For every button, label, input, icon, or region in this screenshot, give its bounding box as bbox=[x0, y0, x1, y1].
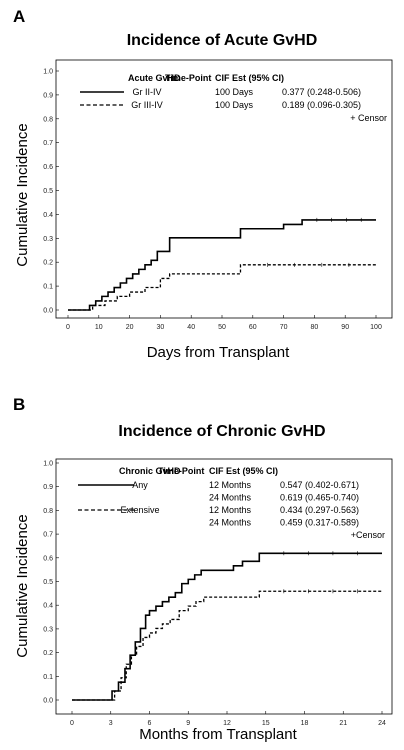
x-tick-label: 15 bbox=[262, 720, 270, 727]
y-tick-label: 1.0 bbox=[43, 69, 53, 76]
y-tick-label: 0.6 bbox=[43, 555, 53, 562]
x-tick-label: 50 bbox=[218, 324, 226, 331]
legend-header: Chronic GvHD bbox=[119, 466, 181, 476]
x-tick-label: 80 bbox=[311, 324, 319, 331]
plot-frame bbox=[55, 59, 393, 319]
legend-series-label: Extensive bbox=[120, 505, 159, 515]
panel-b: B Incidence of Chronic GvHD 0.0 0.1 0.2 0.3 0.… bbox=[13, 395, 393, 743]
legend-header: Time-Point bbox=[165, 73, 211, 83]
legend-cif-estimate: 0.377 (0.248-0.506) bbox=[282, 87, 361, 97]
legend-censor-note: + Censor bbox=[350, 113, 387, 123]
x-tick-label: 9 bbox=[186, 720, 190, 727]
x-tick-label: 90 bbox=[341, 324, 349, 331]
legend-time-point: 24 Months bbox=[209, 518, 252, 528]
legend-censor-note: +Censor bbox=[351, 530, 385, 540]
y-tick-label: 0.3 bbox=[43, 626, 53, 633]
x-tick-label: 18 bbox=[301, 720, 309, 727]
x-tick-label: 30 bbox=[157, 324, 165, 331]
y-tick-label: 0.9 bbox=[43, 92, 53, 99]
y-tick-label: 0.8 bbox=[43, 116, 53, 123]
x-tick-label: 70 bbox=[280, 324, 288, 331]
y-tick-label: 0.4 bbox=[43, 603, 53, 610]
chart-title: Incidence of Acute GvHD bbox=[127, 32, 318, 49]
y-tick-label: 0.3 bbox=[43, 236, 53, 243]
chart-title: Incidence of Chronic GvHD bbox=[118, 423, 325, 440]
series-line-gr-iii-iv bbox=[68, 264, 376, 311]
legend-cif-estimate: 0.619 (0.465-0.740) bbox=[280, 493, 359, 503]
y-tick-label: 0.1 bbox=[43, 674, 53, 681]
x-tick-label: 0 bbox=[66, 324, 70, 331]
x-tick-label: 6 bbox=[148, 720, 152, 727]
legend-header: CIF Est (95% CI) bbox=[209, 466, 278, 476]
legend-time-point: 100 Days bbox=[215, 100, 254, 110]
y-tick-label: 0.9 bbox=[43, 484, 53, 491]
legend-series-label: Any bbox=[132, 480, 148, 490]
legend-time-point: 12 Months bbox=[209, 480, 252, 490]
legend-header: Time-Point bbox=[158, 466, 204, 476]
y-tick-label: 0.0 bbox=[43, 698, 53, 705]
series-line-extensive bbox=[72, 590, 382, 701]
panel-a: A Incidence of Acute GvHD 0.0 0.1 0.2 0.3 0.4 0… bbox=[13, 7, 393, 361]
y-tick-label: 0.6 bbox=[43, 164, 53, 171]
x-tick-label: 20 bbox=[126, 324, 134, 331]
y-tick-label: 0.2 bbox=[43, 650, 53, 657]
y-tick-label: 0.5 bbox=[43, 579, 53, 586]
legend-cif-estimate: 0.189 (0.096-0.305) bbox=[282, 100, 361, 110]
y-tick-label: 0.5 bbox=[43, 188, 53, 195]
x-tick-label: 40 bbox=[187, 324, 195, 331]
x-tick-label: 3 bbox=[109, 720, 113, 727]
x-axis-label: Days from Transplant bbox=[147, 344, 290, 361]
x-tick-label: 0 bbox=[70, 720, 74, 727]
legend-time-point: 100 Days bbox=[215, 87, 254, 97]
legend-cif-estimate: 0.547 (0.402-0.671) bbox=[280, 480, 359, 490]
legend-cif-estimate: 0.459 (0.317-0.589) bbox=[280, 518, 359, 528]
y-tick-label: 0.7 bbox=[43, 140, 53, 147]
x-tick-label: 24 bbox=[378, 720, 386, 727]
plot-frame bbox=[55, 458, 393, 715]
y-axis-label: Cumulative Incidence bbox=[14, 123, 31, 266]
y-axis-label: Cumulative Incidence bbox=[14, 514, 31, 657]
series-line-any bbox=[72, 552, 382, 701]
y-tick-label: 0.1 bbox=[43, 284, 53, 291]
x-tick-label: 60 bbox=[249, 324, 257, 331]
x-axis-label: Months from Transplant bbox=[139, 726, 297, 743]
panel-letter: A bbox=[13, 7, 25, 26]
legend-time-point: 12 Months bbox=[209, 505, 252, 515]
y-tick-label: 0.2 bbox=[43, 260, 53, 267]
x-tick-label: 21 bbox=[339, 720, 347, 727]
y-tick-label: 0.7 bbox=[43, 532, 53, 539]
series-line-gr-ii-iv bbox=[68, 219, 376, 311]
legend-series-label: Gr III-IV bbox=[131, 100, 163, 110]
legend-series-label: Gr II-IV bbox=[133, 87, 162, 97]
legend-cif-estimate: 0.434 (0.297-0.563) bbox=[280, 505, 359, 515]
legend-header: CIF Est (95% CI) bbox=[215, 73, 284, 83]
legend-header: Acute GvHD bbox=[128, 73, 181, 83]
x-tick-label: 100 bbox=[370, 324, 382, 331]
x-tick-label: 12 bbox=[223, 720, 231, 727]
x-tick-label: 10 bbox=[95, 324, 103, 331]
y-tick-label: 0.0 bbox=[43, 308, 53, 315]
panel-letter: B bbox=[13, 395, 25, 414]
y-tick-label: 0.8 bbox=[43, 508, 53, 515]
y-tick-label: 0.4 bbox=[43, 212, 53, 219]
y-tick-label: 1.0 bbox=[43, 461, 53, 468]
legend-time-point: 24 Months bbox=[209, 493, 252, 503]
